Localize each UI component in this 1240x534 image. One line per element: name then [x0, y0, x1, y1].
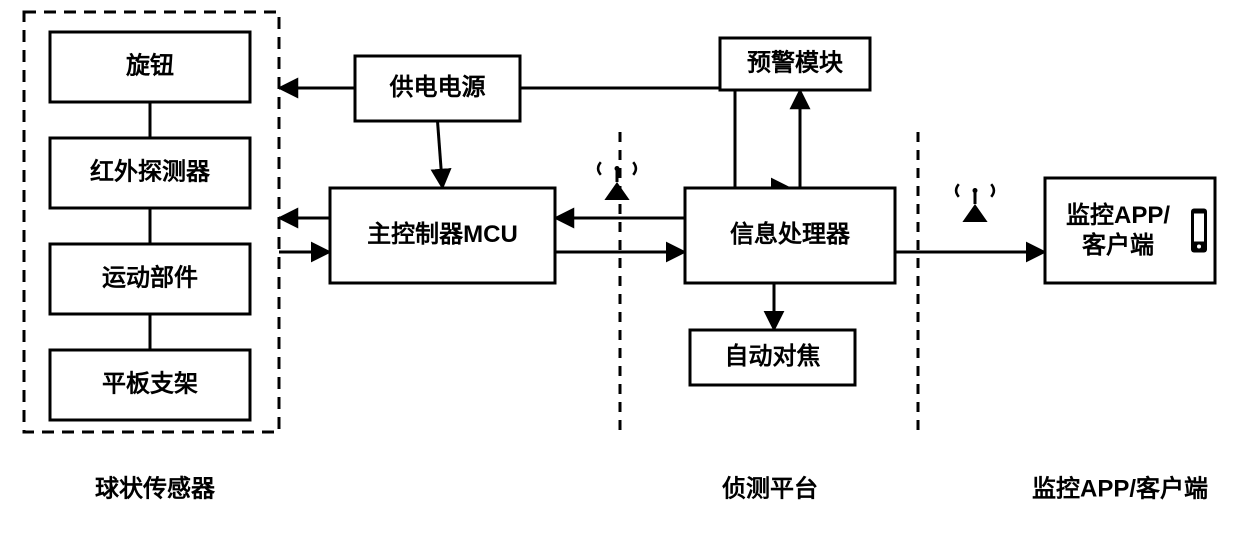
section-label-0: 球状传感器	[95, 474, 216, 502]
node-knob: 旋钮	[50, 32, 250, 102]
node-ir_detector: 红外探测器	[50, 138, 250, 208]
edge-power-infoproc	[520, 88, 790, 188]
section-label-2: 监控APP/客户端	[1032, 474, 1208, 502]
node-panel_mount: 平板支架	[50, 350, 250, 420]
node-knob-label: 旋钮	[125, 51, 174, 79]
client-line2: 客户端	[1082, 231, 1154, 259]
edge-power-mcu	[438, 121, 443, 188]
node-alarm: 预警模块	[720, 38, 870, 90]
node-autofocus: 自动对焦	[690, 330, 855, 385]
node-moving_part: 运动部件	[50, 244, 250, 314]
node-power-label: 供电电源	[389, 74, 486, 101]
node-infoproc-label: 信息处理器	[730, 220, 851, 248]
node-infoproc: 信息处理器	[685, 188, 895, 283]
client-line1: 监控APP/	[1066, 201, 1170, 229]
node-ir_detector-label: 红外探测器	[90, 157, 211, 185]
antenna-icon-0	[598, 162, 636, 200]
node-moving_part-label: 运动部件	[102, 263, 198, 291]
edges-layer	[150, 88, 1045, 350]
node-mcu-label: 主控制器MCU	[367, 220, 518, 248]
node-power: 供电电源	[355, 56, 520, 121]
node-client_box	[1045, 178, 1215, 283]
section-label-1: 侦测平台	[722, 474, 818, 502]
node-panel_mount-label: 平板支架	[102, 370, 198, 397]
node-mcu: 主控制器MCU	[330, 188, 555, 283]
node-alarm-label: 预警模块	[747, 49, 843, 76]
antenna-icon-1	[956, 184, 994, 222]
node-autofocus-label: 自动对焦	[725, 342, 821, 370]
